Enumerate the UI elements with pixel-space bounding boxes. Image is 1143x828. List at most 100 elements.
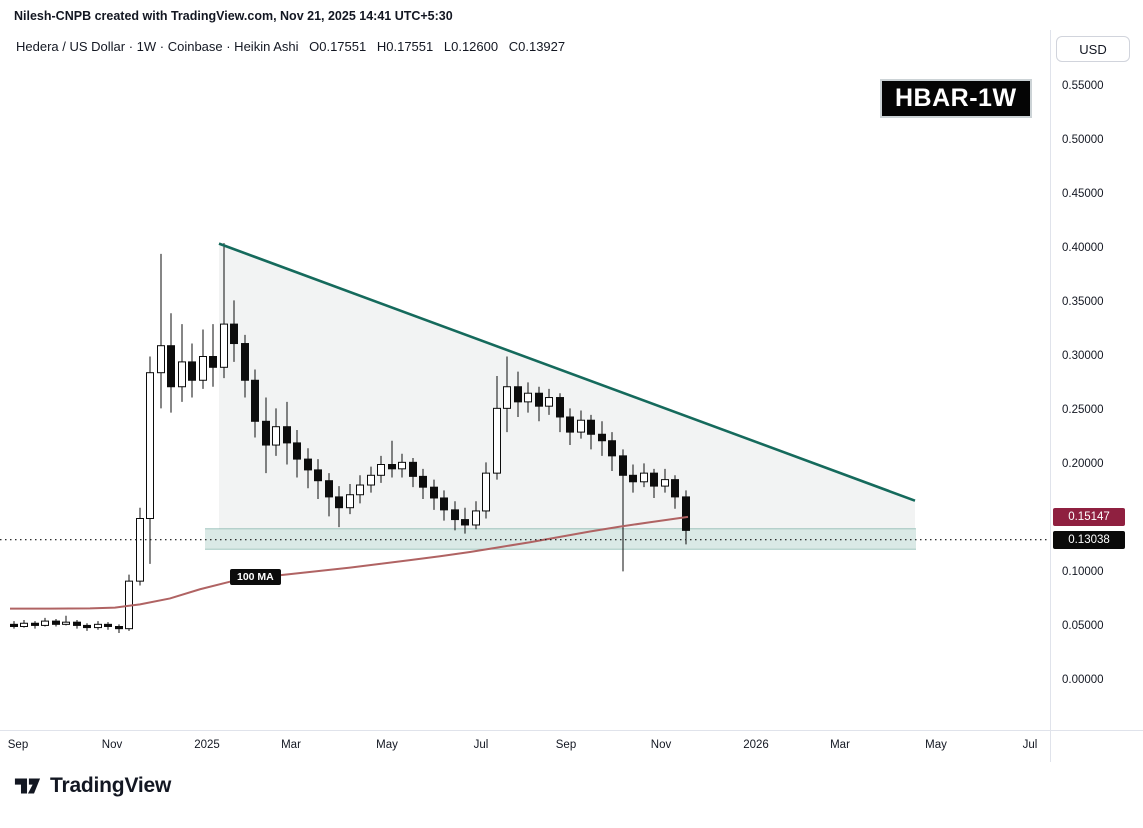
chart-canvas[interactable] xyxy=(0,0,1050,730)
hbar-1w-text-drawing[interactable]: HBAR-1W xyxy=(880,79,1032,118)
candle-up xyxy=(41,620,49,626)
price-axis-tick: 0.35000 xyxy=(1062,295,1104,308)
time-axis-tick: Jul xyxy=(1022,739,1038,751)
ohlc-low-value: L0.12600 xyxy=(443,39,499,54)
candle-down xyxy=(209,356,217,368)
tradingview-logo-text[interactable]: TradingView xyxy=(50,774,172,797)
candle-up xyxy=(136,518,144,582)
price-axis[interactable]: USD 0.15147 0.13038 0.55000 0.50000 0.4500… xyxy=(1050,0,1143,762)
price-axis-tick: 0.10000 xyxy=(1062,565,1104,578)
candle-down xyxy=(619,455,627,476)
price-axis-tick: 0.40000 xyxy=(1062,241,1104,254)
tradingview-logo-icon[interactable] xyxy=(14,774,41,798)
candle-down xyxy=(104,623,112,628)
candle-down xyxy=(535,392,543,407)
time-axis-tick: May xyxy=(925,739,947,751)
candle-down xyxy=(31,622,39,626)
candle-up xyxy=(220,323,228,368)
candle-up xyxy=(62,621,70,625)
candle-down xyxy=(671,479,679,498)
candle-up xyxy=(377,464,385,476)
symbol-info: Hedera / US Dollar · 1W · Coinbase · Hei… xyxy=(16,39,565,54)
candle-down xyxy=(388,464,396,470)
last-price-badge: 0.13038 xyxy=(1053,530,1125,549)
candle-down xyxy=(293,442,301,460)
candle-down xyxy=(650,472,658,487)
candle-down xyxy=(251,379,259,422)
ma-100-line[interactable] xyxy=(10,515,689,610)
time-axis-tick: Nov xyxy=(650,739,672,751)
candle-up xyxy=(398,461,406,470)
support-zone[interactable] xyxy=(205,528,916,550)
candle-down xyxy=(325,480,333,498)
candle-down xyxy=(241,343,249,381)
snapshot-attribution: Nilesh-CNPB created with TradingView.com… xyxy=(14,9,453,23)
candle-up xyxy=(199,356,207,381)
ma-price-badge: 0.15147 xyxy=(1053,507,1125,526)
candle-down xyxy=(566,416,574,433)
time-axis-tick: Sep xyxy=(7,739,29,751)
ohlc-high-value: H0.17551 xyxy=(376,39,434,54)
time-axis-tick: 2025 xyxy=(194,739,220,751)
candle-up xyxy=(545,397,553,407)
footer-branding: TradingView xyxy=(14,774,171,798)
candle-up xyxy=(524,392,532,403)
candle-down xyxy=(283,426,291,444)
candle-up xyxy=(178,361,186,388)
candle-down xyxy=(409,461,417,477)
currency-toggle-button[interactable]: USD xyxy=(1056,36,1130,62)
candle-down xyxy=(629,474,637,483)
ma-100-label[interactable]: 100 MA xyxy=(230,569,281,585)
time-axis-tick: May xyxy=(376,739,398,751)
candle-down xyxy=(262,420,270,446)
time-axis-tick: Sep xyxy=(555,739,577,751)
candle-down xyxy=(115,626,123,630)
time-axis-tick: Mar xyxy=(281,739,301,751)
time-axis-tick: 2026 xyxy=(743,739,769,751)
candle-down xyxy=(608,440,616,457)
descending-trendline[interactable] xyxy=(218,242,916,502)
candle-up xyxy=(661,479,669,487)
candle-up xyxy=(146,372,154,520)
candle-up xyxy=(94,623,102,629)
candle-down xyxy=(440,497,448,511)
candle-down xyxy=(73,621,81,626)
candle-down xyxy=(10,623,18,628)
time-axis[interactable]: Sep Nov 2025 Mar May Jul Sep Nov 2026 Mar May Jul xyxy=(0,731,1143,761)
candle-up xyxy=(640,472,648,483)
candle-down xyxy=(587,419,595,435)
ohlc-open-value: O0.17551 xyxy=(309,39,367,54)
candle-up xyxy=(577,419,585,433)
candle-down xyxy=(230,323,238,345)
candle-down xyxy=(514,386,522,403)
candle-down xyxy=(52,620,60,625)
descending-triangle-fill[interactable] xyxy=(219,243,915,529)
candle-up xyxy=(272,426,280,446)
candle-up xyxy=(356,484,364,496)
candle-up xyxy=(493,407,501,474)
time-axis-separator xyxy=(0,730,1143,731)
candle-down xyxy=(682,496,690,531)
candle-down xyxy=(188,361,196,381)
price-axis-tick: 0.30000 xyxy=(1062,349,1104,362)
time-axis-tick: Jul xyxy=(473,739,489,751)
price-axis-tick: 0.00000 xyxy=(1062,673,1104,686)
time-axis-tick: Nov xyxy=(101,739,123,751)
candle-up xyxy=(346,494,354,509)
symbol-title[interactable]: Hedera / US Dollar · 1W · Coinbase · Hei… xyxy=(16,39,299,54)
candle-down xyxy=(598,433,606,442)
candle-down xyxy=(314,469,322,482)
price-axis-tick: 0.55000 xyxy=(1062,79,1104,92)
ohlc-close-value: C0.13927 xyxy=(508,39,566,54)
candle-down xyxy=(451,509,459,521)
candle-down xyxy=(304,458,312,471)
candle-down xyxy=(430,486,438,499)
price-axis-tick: 0.25000 xyxy=(1062,403,1104,416)
candle-up xyxy=(367,474,375,486)
candle-up xyxy=(157,345,165,374)
candle-down xyxy=(335,496,343,509)
candle-down xyxy=(556,397,564,418)
price-axis-tick: 0.50000 xyxy=(1062,133,1104,146)
price-axis-tick: 0.45000 xyxy=(1062,187,1104,200)
